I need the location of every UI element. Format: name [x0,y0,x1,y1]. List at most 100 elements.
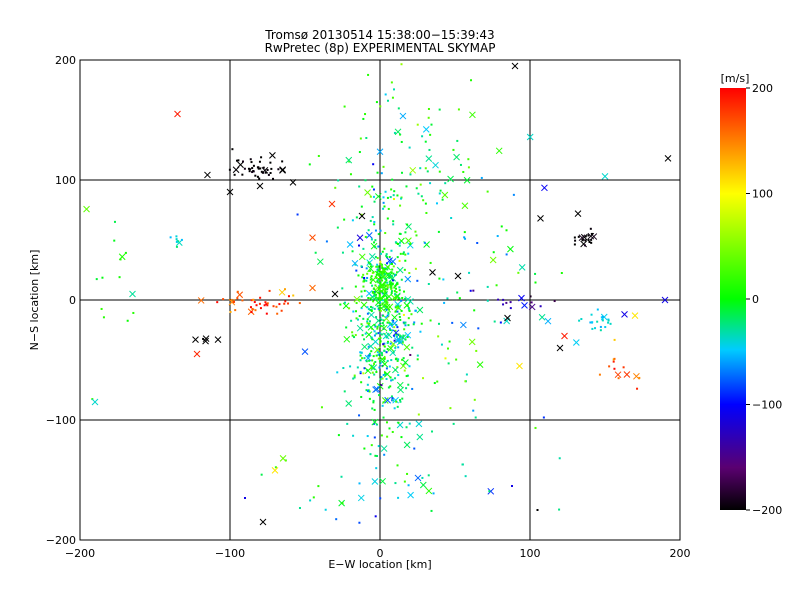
data-point [573,236,576,239]
data-point [376,327,379,330]
data-point [438,108,441,111]
data-point [243,167,246,170]
data-point [405,185,408,188]
data-point [269,172,272,175]
data-point [407,307,410,310]
data-point-x [572,339,580,346]
data-point [353,336,356,339]
data-point-x [400,362,407,370]
data-point [539,305,542,308]
data-point [601,318,604,321]
data-point [346,422,349,425]
data-point [241,173,244,176]
data-point-x [414,474,422,482]
data-point [381,290,384,293]
data-point [604,326,607,329]
data-point [379,337,382,340]
data-point [358,315,361,318]
data-point [252,164,255,167]
data-point [373,323,376,326]
colorbar-tick-label: −200 [752,504,782,517]
data-point [433,382,436,385]
data-point [421,476,424,479]
data-point [589,321,592,324]
data-point [383,289,386,292]
data-point [378,298,381,301]
data-point [119,258,122,261]
data-point [378,295,381,298]
data-point [402,252,405,255]
data-point [363,289,366,292]
data-point [399,204,402,207]
data-point [376,351,379,354]
data-point-x [374,270,382,278]
data-point [386,268,389,271]
data-point [636,387,639,390]
data-point-x [353,295,361,303]
data-point [383,271,386,274]
data-point [444,357,447,360]
data-point [360,323,363,326]
data-point [269,161,272,164]
data-point [370,444,373,447]
data-point [380,434,383,437]
data-point [377,357,380,360]
data-point [394,358,397,361]
data-point [381,303,384,306]
data-point [382,314,385,317]
data-point [260,156,263,159]
data-point [388,256,391,259]
data-point [385,262,388,265]
data-point-x [379,477,386,485]
data-point [368,352,371,355]
data-point-x [561,332,568,340]
data-point [275,305,278,308]
data-point [509,301,512,304]
data-point [400,278,403,281]
data-point [400,197,403,200]
data-point [272,177,275,180]
data-point [360,381,363,384]
data-point [249,168,252,171]
data-point [241,160,244,163]
data-point-x [261,167,269,174]
data-points [83,62,672,526]
data-point [258,302,261,305]
data-point [505,253,508,256]
data-point-x [343,335,351,343]
data-point-x [375,317,382,324]
data-point [378,301,381,304]
data-point-x [316,258,324,266]
data-point [377,265,380,268]
data-point [378,394,381,397]
data-point [366,276,369,279]
data-point [370,275,373,278]
data-point-x [405,237,412,244]
data-point [584,239,587,242]
data-point [377,274,380,277]
data-point-x [404,331,412,339]
data-point-x [309,234,316,241]
data-point [406,374,409,377]
data-point [429,261,432,264]
data-point-x [392,329,400,337]
data-point [584,235,587,238]
data-point [376,325,379,328]
data-point [258,177,261,180]
y-tick-label: 200 [55,54,76,67]
data-point [473,398,476,401]
data-point [312,496,315,499]
data-point [534,426,537,429]
data-point [404,324,407,327]
data-point [577,235,580,238]
data-point [612,360,615,363]
data-point [396,242,399,245]
data-point [396,256,399,259]
data-point [352,310,355,313]
data-point [396,464,399,467]
data-point [101,276,104,279]
data-point [336,371,339,374]
data-point [308,163,311,166]
data-point [390,188,393,191]
data-point [509,307,512,310]
